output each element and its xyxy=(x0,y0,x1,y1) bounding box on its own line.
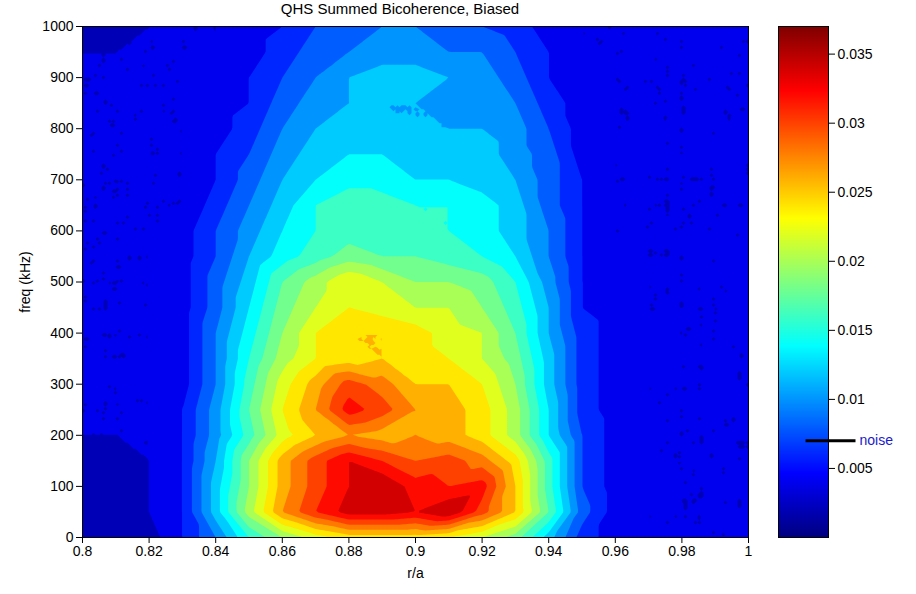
svg-text:0.96: 0.96 xyxy=(602,543,629,559)
svg-text:400: 400 xyxy=(50,325,74,341)
svg-text:noise: noise xyxy=(860,432,894,448)
html-text:QHS Summed Bicoherence, Biased: QHS Summed Bicoherence, Biased xyxy=(280,0,520,17)
svg-text:700: 700 xyxy=(50,171,74,187)
svg-text:200: 200 xyxy=(50,427,74,443)
svg-text:0.01: 0.01 xyxy=(838,391,865,407)
svg-text:0.88: 0.88 xyxy=(335,543,362,559)
svg-text:0.9: 0.9 xyxy=(406,543,426,559)
svg-text:1: 1 xyxy=(745,543,753,559)
svg-text:800: 800 xyxy=(50,120,74,136)
svg-text:300: 300 xyxy=(50,376,74,392)
svg-text:0.005: 0.005 xyxy=(838,460,873,476)
svg-text:freq (kHz): freq (kHz) xyxy=(17,251,33,312)
svg-text:0.98: 0.98 xyxy=(668,543,695,559)
svg-text:500: 500 xyxy=(50,273,74,289)
svg-text:0.025: 0.025 xyxy=(838,184,873,200)
svg-text:0.94: 0.94 xyxy=(535,543,562,559)
svg-text:900: 900 xyxy=(50,69,74,85)
svg-text:0.035: 0.035 xyxy=(838,46,873,62)
svg-text:0.82: 0.82 xyxy=(135,543,162,559)
svg-text:0.03: 0.03 xyxy=(838,115,865,131)
svg-text:0.92: 0.92 xyxy=(468,543,495,559)
svg-text:0.86: 0.86 xyxy=(269,543,296,559)
svg-text:0.8: 0.8 xyxy=(73,543,93,559)
svg-text:0.02: 0.02 xyxy=(838,253,865,269)
svg-text:r/a: r/a xyxy=(407,565,424,581)
svg-text:1000: 1000 xyxy=(42,18,73,34)
svg-text:0.015: 0.015 xyxy=(838,322,873,338)
svg-text:600: 600 xyxy=(50,222,74,238)
svg-text:0.84: 0.84 xyxy=(202,543,229,559)
svg-text:100: 100 xyxy=(50,478,74,494)
svg-text:0: 0 xyxy=(65,529,74,545)
